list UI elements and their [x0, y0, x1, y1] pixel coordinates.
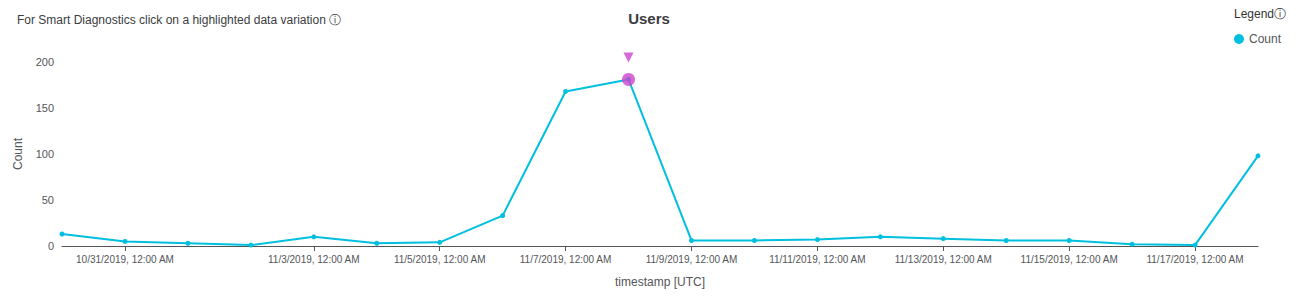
- svg-text:Count: Count: [11, 137, 25, 170]
- svg-text:11/13/2019, 12:00 AM: 11/13/2019, 12:00 AM: [895, 254, 992, 265]
- svg-text:11/3/2019, 12:00 AM: 11/3/2019, 12:00 AM: [268, 254, 360, 265]
- svg-text:11/15/2019, 12:00 AM: 11/15/2019, 12:00 AM: [1021, 254, 1118, 265]
- svg-text:200: 200: [36, 56, 54, 68]
- svg-text:11/7/2019, 12:00 AM: 11/7/2019, 12:00 AM: [520, 254, 612, 265]
- svg-text:Legendⓘ: Legendⓘ: [1234, 7, 1286, 21]
- svg-text:For Smart Diagnostics click on: For Smart Diagnostics click on a highlig…: [17, 13, 341, 27]
- svg-text:timestamp [UTC]: timestamp [UTC]: [615, 275, 705, 289]
- svg-text:11/11/2019, 12:00 AM: 11/11/2019, 12:00 AM: [769, 254, 865, 265]
- svg-text:11/5/2019, 12:00 AM: 11/5/2019, 12:00 AM: [394, 254, 486, 265]
- svg-text:11/9/2019, 12:00 AM: 11/9/2019, 12:00 AM: [646, 254, 738, 265]
- svg-text:100: 100: [36, 148, 54, 160]
- svg-text:0: 0: [48, 240, 54, 252]
- svg-text:Users: Users: [628, 10, 670, 27]
- svg-text:50: 50: [42, 194, 54, 206]
- svg-text:150: 150: [36, 102, 54, 114]
- svg-text:Count: Count: [1249, 32, 1282, 46]
- svg-text:11/17/2019, 12:00 AM: 11/17/2019, 12:00 AM: [1146, 254, 1243, 265]
- svg-text:10/31/2019, 12:00 AM: 10/31/2019, 12:00 AM: [76, 254, 174, 265]
